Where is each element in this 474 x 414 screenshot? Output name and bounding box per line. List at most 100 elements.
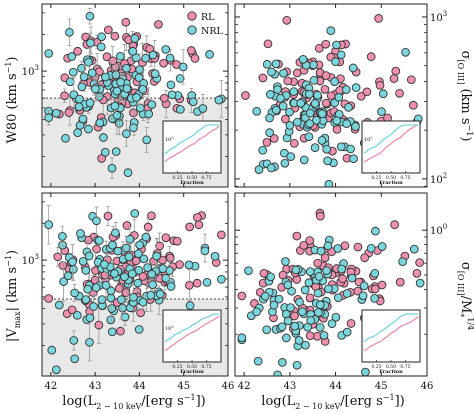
point-rl xyxy=(391,66,401,76)
point-nrl xyxy=(252,106,262,116)
point-rl xyxy=(305,236,315,245)
legend-rl-label: RL xyxy=(201,12,215,23)
point-nrl xyxy=(294,336,304,345)
point-nrl xyxy=(291,265,301,275)
point-nrl xyxy=(129,292,138,302)
point-nrl xyxy=(266,272,276,282)
point-rl xyxy=(60,91,69,101)
point-rl xyxy=(346,319,356,328)
point-nrl xyxy=(111,228,120,238)
point-nrl xyxy=(134,249,143,259)
point-nrl xyxy=(79,72,89,82)
point-nrl xyxy=(148,50,158,60)
point-nrl xyxy=(344,102,353,112)
point-nrl xyxy=(83,284,93,294)
point-nrl xyxy=(305,89,314,99)
point-rl xyxy=(102,52,112,62)
point-rl xyxy=(92,244,101,254)
point-nrl xyxy=(122,63,131,73)
point-nrl xyxy=(315,323,325,332)
panel-frame xyxy=(41,192,229,377)
point-nrl xyxy=(175,74,185,83)
point-nrl xyxy=(273,370,282,376)
point-nrl xyxy=(54,300,64,310)
point-rl xyxy=(192,278,202,288)
point-nrl xyxy=(254,165,264,174)
point-nrl xyxy=(110,101,120,111)
point-nrl xyxy=(167,90,177,100)
panel-frame xyxy=(234,3,428,188)
point-nrl xyxy=(278,358,287,367)
point-nrl xyxy=(77,63,86,73)
point-rl xyxy=(143,222,153,232)
y-tick-label: 100 xyxy=(430,223,447,237)
point-rl xyxy=(161,233,171,243)
point-rl xyxy=(73,46,82,56)
point-nrl xyxy=(274,294,284,304)
point-nrl xyxy=(280,158,290,168)
point-nrl xyxy=(377,107,386,116)
point-rl xyxy=(103,25,113,35)
point-nrl xyxy=(75,94,84,104)
point-nrl xyxy=(359,281,369,291)
inset-x-tick-label: 0.75 xyxy=(400,364,410,370)
point-rl xyxy=(289,138,299,148)
point-nrl xyxy=(97,32,106,42)
inset-x-label: Fraction xyxy=(379,369,403,375)
point-nrl xyxy=(271,59,281,69)
point-nrl xyxy=(107,304,117,313)
point-rl xyxy=(356,91,366,101)
point-nrl xyxy=(113,246,123,256)
point-nrl xyxy=(322,144,332,154)
y-axis-label-w80: W80 (km s−1) xyxy=(4,57,20,144)
point-nrl xyxy=(305,267,315,276)
point-rl xyxy=(184,281,194,290)
point-nrl xyxy=(266,90,275,99)
point-nrl xyxy=(165,53,175,63)
point-nrl xyxy=(351,122,360,131)
point-nrl xyxy=(331,57,340,67)
point-rl xyxy=(258,73,268,83)
point-nrl xyxy=(315,300,325,310)
point-nrl xyxy=(324,179,334,187)
inset-x-tick-label: 0.25 xyxy=(371,175,381,181)
point-nrl xyxy=(276,93,285,103)
point-nrl xyxy=(74,102,84,112)
inset-x-tick-label: 0.25 xyxy=(172,364,182,370)
inset-curve-nrl xyxy=(363,313,418,343)
point-nrl xyxy=(351,83,361,92)
point-rl xyxy=(395,88,404,98)
point-nrl xyxy=(237,333,247,343)
point-nrl xyxy=(214,95,224,105)
y-tick-label: 103 xyxy=(22,253,39,267)
point-nrl xyxy=(271,105,281,115)
y-tick-label: 103 xyxy=(430,10,447,24)
point-nrl xyxy=(120,272,129,282)
plot-area xyxy=(42,204,228,376)
point-rl xyxy=(122,221,132,230)
point-nrl xyxy=(110,269,119,278)
point-nrl xyxy=(97,295,107,304)
inset-curve-nrl xyxy=(363,124,418,154)
point-nrl xyxy=(326,26,336,36)
point-rl xyxy=(390,220,400,229)
point-nrl xyxy=(337,264,346,274)
point-nrl xyxy=(327,319,337,329)
point-nrl xyxy=(309,75,319,85)
point-rl xyxy=(326,91,336,101)
inset-x-tick-label: 0.25 xyxy=(172,175,182,181)
x-tick-label: 42 xyxy=(238,381,251,392)
point-nrl xyxy=(141,53,150,63)
point-rl xyxy=(116,326,125,336)
point-nrl xyxy=(166,282,176,291)
y-axis-label-sigma: σ[O III] (km s−1) xyxy=(456,51,474,142)
point-nrl xyxy=(78,257,88,266)
point-nrl xyxy=(273,85,282,94)
point-nrl xyxy=(314,272,324,281)
point-nrl xyxy=(358,291,368,301)
point-nrl xyxy=(118,303,127,313)
point-rl xyxy=(108,56,118,66)
